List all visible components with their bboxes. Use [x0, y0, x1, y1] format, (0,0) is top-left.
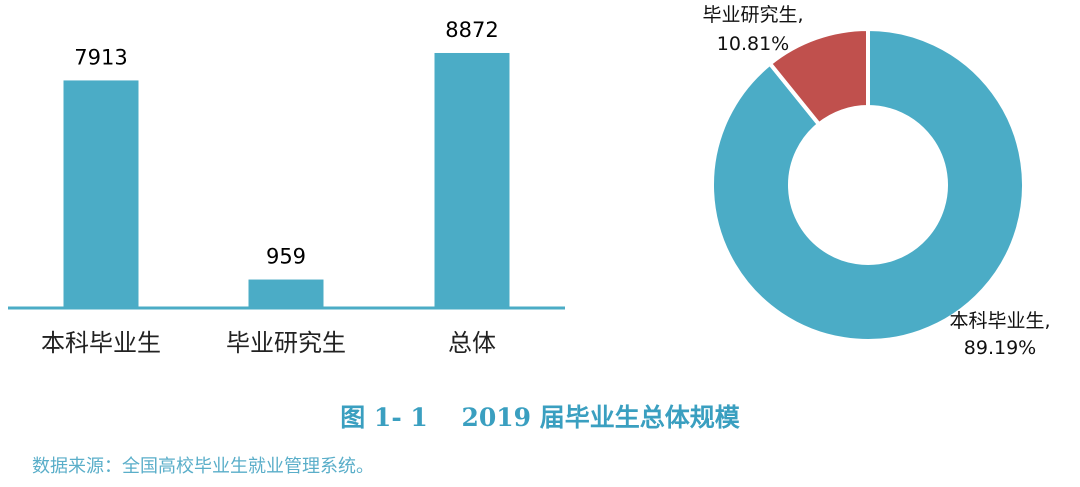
bar-chart: 7913 959 8872 本科毕业生 毕业研究生 总体 [8, 18, 565, 357]
donut-chart: 本科毕业生, 89.19% 毕业研究生, 10.81% [702, 4, 1050, 359]
bar-value-labels: 7913 959 8872 [74, 18, 498, 269]
bar-1 [63, 80, 139, 307]
data-source-note: 数据来源：全国高校毕业生就业管理系统。 [32, 456, 374, 477]
donut-slice-labels: 本科毕业生, 89.19% 毕业研究生, 10.81% [702, 4, 1050, 359]
bar-category-label-3: 总体 [448, 329, 496, 357]
bar-category-label-1: 本科毕业生 [41, 329, 161, 357]
donut-slice-percent-2: 10.81% [717, 33, 789, 55]
donut-slice-percent-1: 89.19% [964, 337, 1036, 359]
donut-slice-2 [767, 26, 870, 128]
bar-category-labels: 本科毕业生 毕业研究生 总体 [41, 329, 496, 357]
donut-slice-label-2: 毕业研究生, [702, 4, 803, 26]
donut-slice-1 [710, 26, 1026, 343]
bar-category-label-2: 毕业研究生 [226, 329, 346, 357]
bar-value-label-1: 7913 [74, 45, 127, 69]
bar-value-label-3: 8872 [445, 18, 498, 42]
bar-2 [248, 279, 324, 307]
bar-3 [434, 52, 510, 307]
bars [63, 52, 510, 307]
donut-slice-label-1: 本科毕业生, [949, 310, 1050, 332]
donut-slices [710, 26, 1026, 343]
figure-caption: 图 1- 1 2019 届毕业生总体规模 [340, 403, 740, 432]
bar-value-label-2: 959 [266, 245, 306, 269]
